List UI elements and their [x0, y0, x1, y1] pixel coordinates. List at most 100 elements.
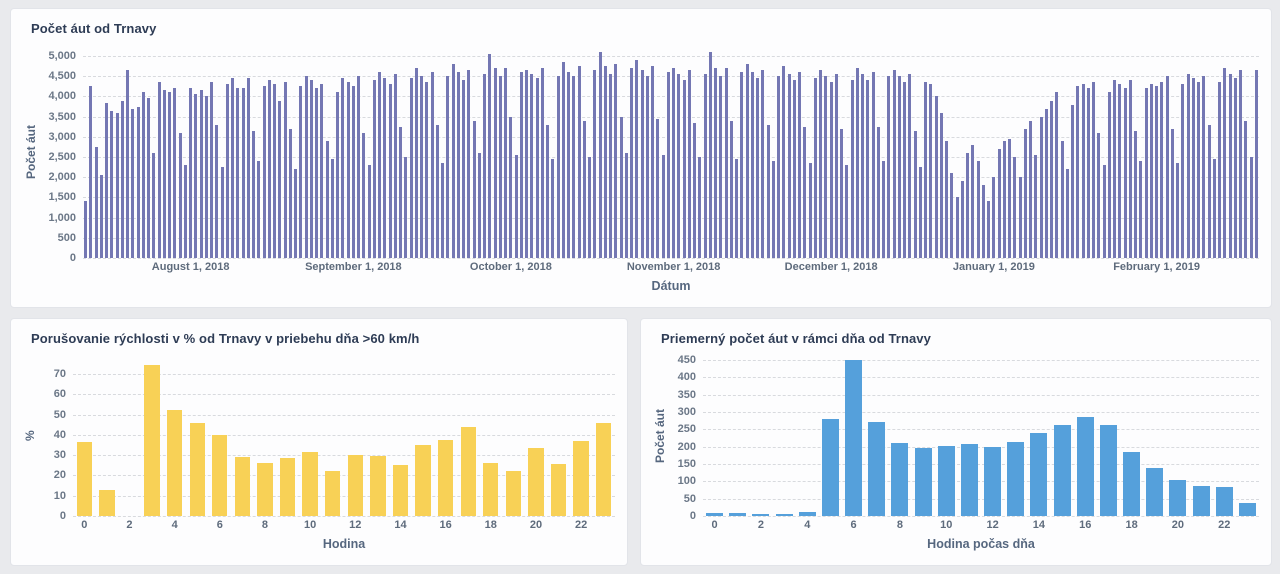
bar[interactable] — [1197, 82, 1201, 258]
bar[interactable] — [840, 128, 844, 258]
bar[interactable] — [462, 80, 466, 258]
bar[interactable] — [1228, 74, 1232, 258]
bar[interactable] — [1039, 116, 1043, 258]
bar[interactable] — [573, 441, 589, 516]
bar[interactable] — [1123, 451, 1141, 516]
bar[interactable] — [771, 161, 775, 258]
bar[interactable] — [976, 161, 980, 258]
bar[interactable] — [1134, 130, 1138, 258]
plot-area[interactable] — [73, 356, 615, 517]
bar[interactable] — [1034, 155, 1038, 258]
bar[interactable] — [861, 74, 865, 258]
bar[interactable] — [1149, 84, 1153, 258]
bar[interactable] — [212, 434, 228, 516]
bar[interactable] — [1053, 425, 1071, 516]
bar[interactable] — [76, 442, 92, 516]
bar[interactable] — [241, 88, 245, 258]
bar[interactable] — [1212, 159, 1216, 258]
bar[interactable] — [955, 197, 959, 258]
bar[interactable] — [635, 60, 639, 258]
bar[interactable] — [729, 512, 747, 516]
bar[interactable] — [493, 68, 497, 258]
bar[interactable] — [752, 513, 770, 516]
bar[interactable] — [829, 82, 833, 258]
bar[interactable] — [498, 76, 502, 258]
bar[interactable] — [425, 82, 429, 258]
bar[interactable] — [745, 64, 749, 258]
bar[interactable] — [588, 157, 592, 258]
bar[interactable] — [567, 72, 571, 258]
bar[interactable] — [435, 124, 439, 258]
bar[interactable] — [1029, 120, 1033, 258]
bar[interactable] — [320, 84, 324, 258]
bar[interactable] — [1223, 68, 1227, 258]
bar[interactable] — [645, 76, 649, 258]
bar[interactable] — [1155, 86, 1159, 258]
bar[interactable] — [845, 360, 863, 516]
bar[interactable] — [1239, 70, 1243, 258]
bar[interactable] — [708, 52, 712, 258]
bar[interactable] — [460, 426, 476, 516]
bar[interactable] — [267, 80, 271, 258]
bar[interactable] — [414, 68, 418, 258]
bar[interactable] — [550, 464, 567, 516]
bar[interactable] — [535, 78, 539, 258]
bar[interactable] — [372, 80, 376, 258]
bar[interactable] — [94, 146, 98, 258]
bar[interactable] — [273, 84, 277, 258]
bar[interactable] — [173, 88, 177, 258]
bar[interactable] — [677, 74, 681, 258]
bar[interactable] — [1202, 76, 1206, 258]
bar[interactable] — [204, 96, 208, 258]
bar[interactable] — [357, 76, 361, 258]
bar[interactable] — [682, 80, 686, 258]
bar[interactable] — [147, 98, 151, 258]
bar[interactable] — [1215, 486, 1233, 516]
bar[interactable] — [1254, 70, 1258, 258]
bar[interactable] — [903, 82, 907, 258]
bar[interactable] — [105, 102, 109, 258]
bar[interactable] — [351, 86, 355, 258]
bar[interactable] — [528, 448, 544, 516]
bar[interactable] — [782, 66, 786, 258]
bar[interactable] — [1165, 76, 1169, 258]
bar[interactable] — [1060, 140, 1064, 258]
bar[interactable] — [383, 78, 387, 258]
bar[interactable] — [509, 116, 513, 258]
bar[interactable] — [415, 445, 431, 516]
bar[interactable] — [131, 108, 135, 258]
bar[interactable] — [347, 455, 363, 516]
bar[interactable] — [821, 419, 839, 516]
bar[interactable] — [451, 64, 455, 258]
bar[interactable] — [467, 70, 471, 258]
bar[interactable] — [346, 82, 350, 258]
bar[interactable] — [787, 74, 791, 258]
bar[interactable] — [614, 64, 618, 258]
bar[interactable] — [714, 68, 718, 258]
bar[interactable] — [1160, 82, 1164, 258]
bar[interactable] — [262, 86, 266, 258]
bar[interactable] — [409, 78, 413, 258]
bar[interactable] — [934, 96, 938, 258]
bar[interactable] — [162, 90, 166, 258]
bar[interactable] — [698, 157, 702, 258]
bar[interactable] — [283, 82, 287, 258]
bar[interactable] — [1008, 138, 1012, 258]
bar[interactable] — [1169, 480, 1187, 516]
bar[interactable] — [166, 409, 183, 516]
bar[interactable] — [735, 159, 739, 258]
bar[interactable] — [294, 169, 298, 258]
bar[interactable] — [1013, 157, 1017, 258]
bar[interactable] — [189, 422, 205, 516]
bar[interactable] — [813, 78, 817, 258]
bar[interactable] — [598, 52, 602, 258]
bar[interactable] — [225, 84, 229, 258]
bar[interactable] — [441, 163, 445, 258]
bar[interactable] — [362, 132, 366, 258]
bar[interactable] — [483, 463, 499, 516]
bar[interactable] — [984, 446, 1002, 516]
bar[interactable] — [157, 82, 161, 258]
bar[interactable] — [1044, 108, 1048, 258]
bar[interactable] — [1128, 80, 1132, 258]
bar[interactable] — [136, 106, 140, 258]
